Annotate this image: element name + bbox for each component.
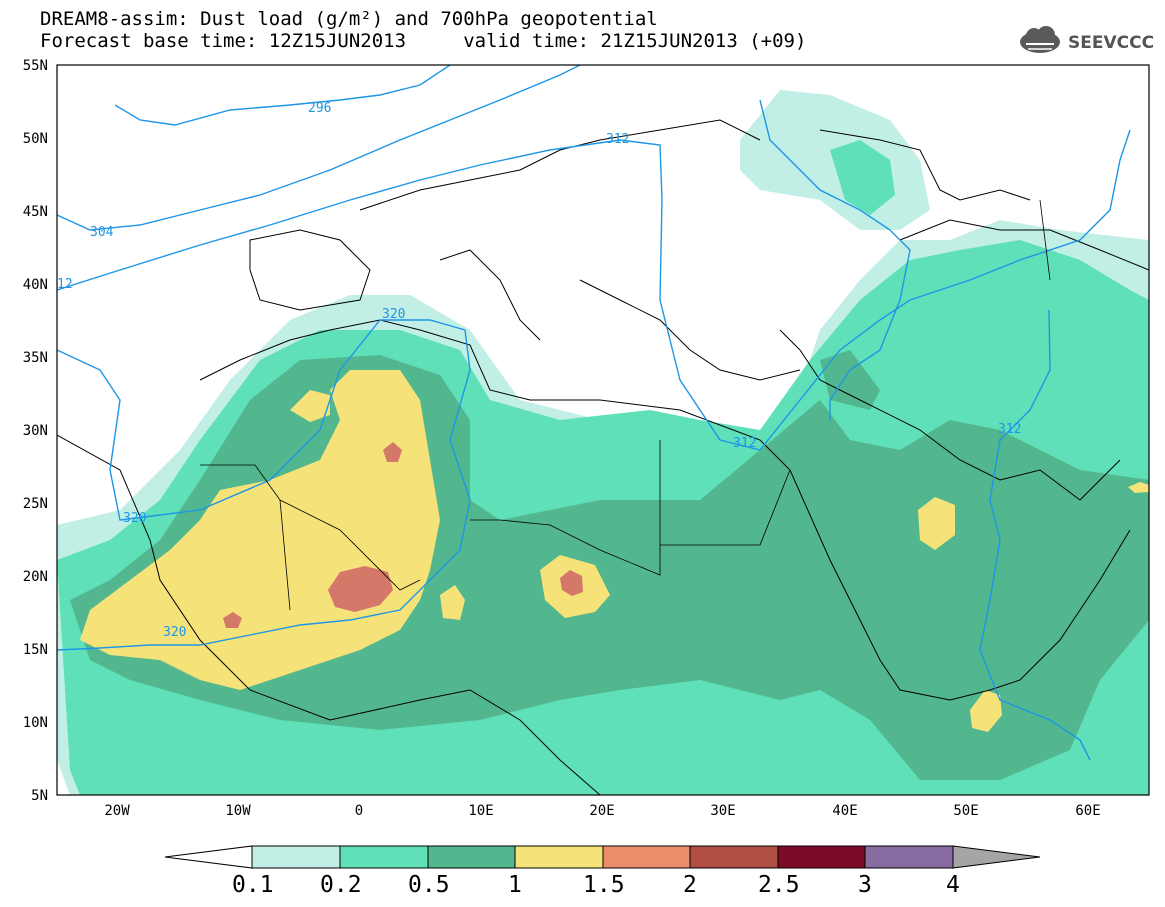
colorbar-bin <box>602 845 691 869</box>
colorbar-label: 0.1 <box>232 872 274 898</box>
lat-label: 10N <box>23 715 48 731</box>
colorbar-bin <box>251 845 341 869</box>
colorbar-label: 0.5 <box>408 872 450 898</box>
lat-label: 40N <box>23 277 48 293</box>
seevccc-logo <box>1020 26 1060 53</box>
chart-subtitle: Forecast base time: 12Z15JUN2013 valid t… <box>40 30 807 52</box>
colorbar-label: 4 <box>946 872 960 898</box>
colorbar-label: 2 <box>683 872 697 898</box>
colorbar-bin <box>864 845 954 869</box>
dust-area-0.5-east <box>820 350 880 410</box>
lon-label: 20W <box>104 803 130 819</box>
contour-label: 320 <box>123 511 146 526</box>
colorbar-bin <box>427 845 516 869</box>
lat-label: 55N <box>23 58 48 74</box>
contour-label: 312 <box>998 422 1021 437</box>
lon-label: 60E <box>1075 803 1100 819</box>
lon-label: 50E <box>953 803 978 819</box>
longitude-labels: 20W 10W 0 10E 20E 30E 40E 50E 60E <box>104 803 1100 819</box>
dust-area-1-somalia <box>970 690 1002 732</box>
colorbar-bin <box>514 845 604 869</box>
contour-label: 296 <box>308 101 331 116</box>
colorbar-bin <box>777 845 866 869</box>
lon-label: 0 <box>355 803 363 819</box>
contour-label: 320 <box>382 307 405 322</box>
colorbar <box>164 845 1041 869</box>
lat-label: 45N <box>23 204 48 220</box>
lat-label: 15N <box>23 642 48 658</box>
colorbar-label: 3 <box>858 872 872 898</box>
dust-area-1-arabia <box>918 497 955 550</box>
geopotential-contours <box>57 65 1131 761</box>
colorbar-label: 1 <box>508 872 522 898</box>
contour-label: 12 <box>57 277 73 292</box>
country-borders <box>200 199 1051 611</box>
contour-label: 304 <box>90 225 114 240</box>
lat-label: 30N <box>23 423 48 439</box>
contour-label-group: 296 312 304 12 320 320 320 312 312 <box>57 101 1021 640</box>
lon-label: 10W <box>225 803 251 819</box>
colorbar-label: 0.2 <box>320 872 362 898</box>
lon-label: 30E <box>710 803 735 819</box>
colorbar-bin <box>339 845 429 869</box>
dust-area-1-oman <box>1128 482 1149 493</box>
dust-area-2-chad <box>560 570 583 596</box>
colorbar-high-arrow <box>952 845 1041 869</box>
contour-label: 320 <box>163 625 186 640</box>
logo-text: SEEVCCC <box>1068 33 1155 53</box>
colorbar-label: 2.5 <box>758 872 800 898</box>
dust-area-0.2-north <box>830 140 895 215</box>
colorbar-label: 1.5 <box>583 872 625 898</box>
lat-label: 5N <box>31 788 48 804</box>
dust-area-2-mali <box>328 566 393 612</box>
colorbar-low-arrow <box>164 845 253 869</box>
map-frame <box>56 64 1150 796</box>
coastlines <box>57 119 1149 795</box>
latitude-labels: 55N 50N 45N 40N 35N 30N 25N 20N 15N 10N … <box>23 58 48 804</box>
lon-label: 40E <box>832 803 857 819</box>
colorbar-bin <box>689 845 779 869</box>
contour-label: 312 <box>606 132 629 147</box>
contour-label: 312 <box>733 436 756 451</box>
lat-label: 50N <box>23 131 48 147</box>
lon-label: 10E <box>468 803 493 819</box>
dust-area-1-nw <box>290 390 330 422</box>
lat-label: 20N <box>23 569 48 585</box>
chart-title: DREAM8-assim: Dust load (g/m²) and 700hP… <box>40 8 658 30</box>
lon-label: 20E <box>589 803 614 819</box>
dust-area-1-niger <box>440 585 465 620</box>
lat-label: 25N <box>23 496 48 512</box>
dust-area-2-algeria <box>383 442 402 462</box>
lat-label: 35N <box>23 350 48 366</box>
dust-area-2-mauritania <box>223 612 242 628</box>
